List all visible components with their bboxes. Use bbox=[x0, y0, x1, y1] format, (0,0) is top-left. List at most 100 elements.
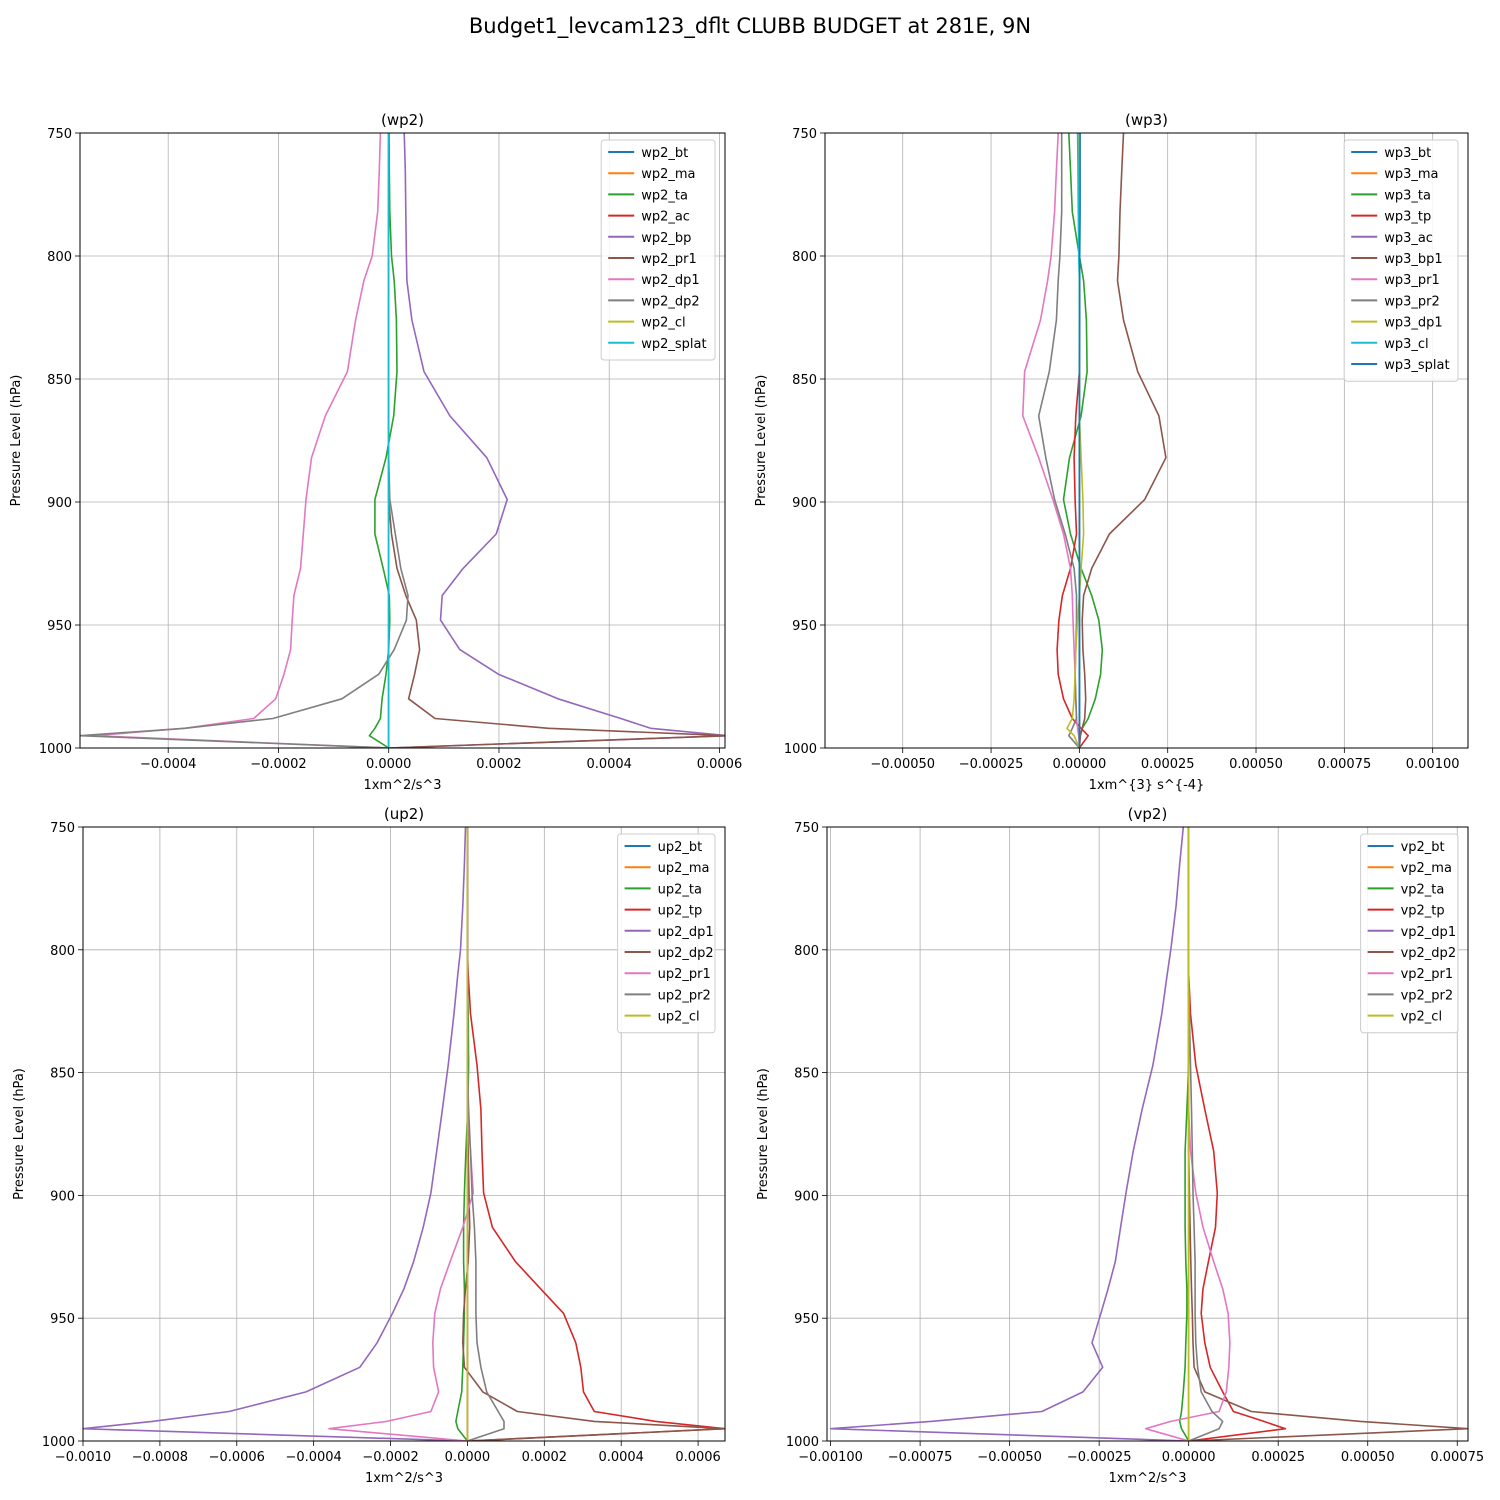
y-tick-label: 800 bbox=[50, 944, 75, 959]
series-line-wp3_splat bbox=[1078, 133, 1081, 748]
x-tick-label: 0.00025 bbox=[1141, 757, 1195, 772]
x-tick-label: 0.00050 bbox=[1229, 757, 1283, 772]
series-line-wp3_ta bbox=[1062, 133, 1104, 748]
legend-entry: up2_cl bbox=[658, 1010, 700, 1025]
legend-entry: wp2_ma bbox=[641, 167, 695, 182]
legend-entry: wp3_bp1 bbox=[1384, 252, 1442, 267]
x-axis-label: 1xm^2/s^3 bbox=[1108, 1471, 1186, 1486]
series-line-wp2_dp2 bbox=[80, 133, 409, 748]
legend-entry: up2_bt bbox=[658, 840, 703, 855]
legend-entry: vp2_dp1 bbox=[1401, 925, 1457, 940]
series-line-vp2_dp1 bbox=[829, 827, 1189, 1441]
legend-entry: vp2_ma bbox=[1401, 861, 1452, 876]
series-line-up2_pr1 bbox=[328, 827, 475, 1441]
legend-entry: wp2_bt bbox=[641, 146, 688, 161]
legend-box bbox=[617, 833, 716, 1034]
chart-panel-3: −0.00100 −0.00075 −0.00050 −0.00025 0.00000 0… bbox=[756, 805, 1484, 1486]
plot-frame bbox=[826, 826, 1469, 1442]
y-tick-label: 1000 bbox=[42, 1435, 75, 1450]
legend-entry: wp3_cl bbox=[1384, 337, 1428, 352]
legend-box bbox=[1360, 833, 1459, 1034]
y-tick-label: 750 bbox=[47, 127, 72, 142]
legend-entry: wp2_cl bbox=[641, 316, 685, 331]
y-tick-label: 850 bbox=[47, 373, 72, 388]
legend-entry: wp3_bt bbox=[1384, 146, 1431, 161]
x-tick-label: 0.0006 bbox=[675, 1450, 721, 1465]
series-group bbox=[829, 827, 1468, 1441]
legend-entry: wp3_dp1 bbox=[1384, 316, 1442, 331]
legend-entry: wp3_ta bbox=[1384, 188, 1431, 203]
chart-title: (wp3) bbox=[1125, 111, 1168, 129]
figure-title: Budget1_levcam123_dflt CLUBB BUDGET at 2… bbox=[468, 14, 1032, 38]
legend-entry: up2_ma bbox=[658, 861, 710, 876]
legend-entry: wp3_ac bbox=[1384, 231, 1433, 246]
series-line-wp3_pr2 bbox=[1037, 133, 1081, 748]
y-tick-label: 1000 bbox=[786, 1435, 819, 1450]
plot-frame bbox=[824, 132, 1469, 749]
y-axis-label: Pressure Level (hPa) bbox=[12, 1068, 27, 1200]
series-group bbox=[80, 133, 725, 748]
legend: vp2_bt vp2_ma vp2_ta vp2_tp vp2_dp1 vp2_dp2vp… bbox=[1360, 833, 1459, 1034]
x-axis-label: 1xm^2/s^3 bbox=[363, 778, 441, 793]
x-tick-label: −0.00025 bbox=[1067, 1450, 1132, 1465]
x-tick-label: −0.0010 bbox=[55, 1450, 111, 1465]
legend-entry: up2_tp bbox=[658, 904, 703, 919]
x-tick-label: −0.0004 bbox=[140, 757, 196, 772]
y-tick-label: 900 bbox=[47, 496, 72, 511]
x-tick-label: −0.0002 bbox=[250, 757, 306, 772]
legend-entry: wp2_ac bbox=[641, 210, 690, 225]
legend-entry: wp3_pr1 bbox=[1384, 273, 1440, 288]
legend-entry: wp2_ta bbox=[641, 188, 688, 203]
legend-entry: vp2_ta bbox=[1401, 882, 1445, 897]
y-tick-label: 950 bbox=[50, 1312, 75, 1327]
y-tick-label: 950 bbox=[794, 1312, 819, 1327]
y-tick-label: 750 bbox=[50, 821, 75, 836]
y-tick-label: 900 bbox=[50, 1189, 75, 1204]
x-tick-label: −0.0002 bbox=[362, 1450, 418, 1465]
x-tick-label: 0.00025 bbox=[1251, 1450, 1305, 1465]
y-axis-label: Pressure Level (hPa) bbox=[754, 375, 769, 507]
x-tick-label: 0.0002 bbox=[476, 757, 522, 772]
legend-entry: up2_pr2 bbox=[658, 988, 711, 1003]
x-tick-label: −0.0006 bbox=[209, 1450, 265, 1465]
y-tick-label: 850 bbox=[792, 373, 817, 388]
x-tick-label: −0.00025 bbox=[959, 757, 1024, 772]
series-line-wp3_bp1 bbox=[1078, 133, 1167, 748]
series-group bbox=[83, 827, 725, 1441]
y-tick-label: 750 bbox=[794, 821, 819, 836]
y-tick-label: 800 bbox=[792, 250, 817, 265]
y-axis-label: Pressure Level (hPa) bbox=[756, 1068, 771, 1200]
y-tick-label: 850 bbox=[50, 1067, 75, 1082]
chart-panel-2: −0.0010 −0.0008 −0.0006 −0.0004 −0.0002 0.000… bbox=[12, 805, 726, 1486]
legend-entry: vp2_pr2 bbox=[1401, 988, 1454, 1003]
x-tick-label: 0.00075 bbox=[1430, 1450, 1484, 1465]
x-tick-label: 0.00000 bbox=[1162, 1450, 1216, 1465]
legend-entry: wp3_ma bbox=[1384, 167, 1438, 182]
chart-title: (wp2) bbox=[381, 111, 424, 129]
x-tick-label: 0.00075 bbox=[1317, 757, 1371, 772]
x-tick-label: 0.0004 bbox=[598, 1450, 644, 1465]
legend: wp2_bt wp2_ma wp2_ta wp2_ac wp2_bp wp2_pr1 wp2… bbox=[600, 139, 716, 361]
legend-entry: wp3_tp bbox=[1384, 210, 1431, 225]
legend-entry: vp2_bt bbox=[1401, 840, 1445, 855]
series-line-wp2_ta bbox=[368, 133, 398, 748]
x-tick-label: 0.00050 bbox=[1341, 1450, 1395, 1465]
series-line-wp2_bp bbox=[388, 133, 725, 748]
legend-entry: up2_dp2 bbox=[658, 946, 714, 961]
x-axis-label: 1xm^2/s^3 bbox=[365, 1471, 443, 1486]
legend-entry: vp2_dp2 bbox=[1401, 946, 1457, 961]
legend-entry: wp2_dp1 bbox=[641, 273, 699, 288]
legend-entry: wp3_splat bbox=[1384, 358, 1449, 373]
series-line-wp2_dp1 bbox=[93, 133, 389, 748]
series-line-wp3_pr1 bbox=[1021, 133, 1081, 748]
x-tick-label: −0.00050 bbox=[870, 757, 935, 772]
x-tick-label: −0.0008 bbox=[132, 1450, 188, 1465]
x-axis-label: 1xm^{3} s^{-4} bbox=[1089, 778, 1205, 793]
x-tick-label: 0.0004 bbox=[586, 757, 632, 772]
legend: up2_bt up2_ma up2_ta up2_tp up2_dp1 up2_dp2up… bbox=[617, 833, 716, 1034]
legend-entry: wp2_dp2 bbox=[641, 294, 699, 309]
plot-frame bbox=[82, 826, 726, 1442]
chart-panel-1: −0.00050 −0.00025 0.00000 0.00025 0.00050 0.0… bbox=[754, 111, 1469, 793]
y-tick-label: 1000 bbox=[784, 742, 817, 757]
